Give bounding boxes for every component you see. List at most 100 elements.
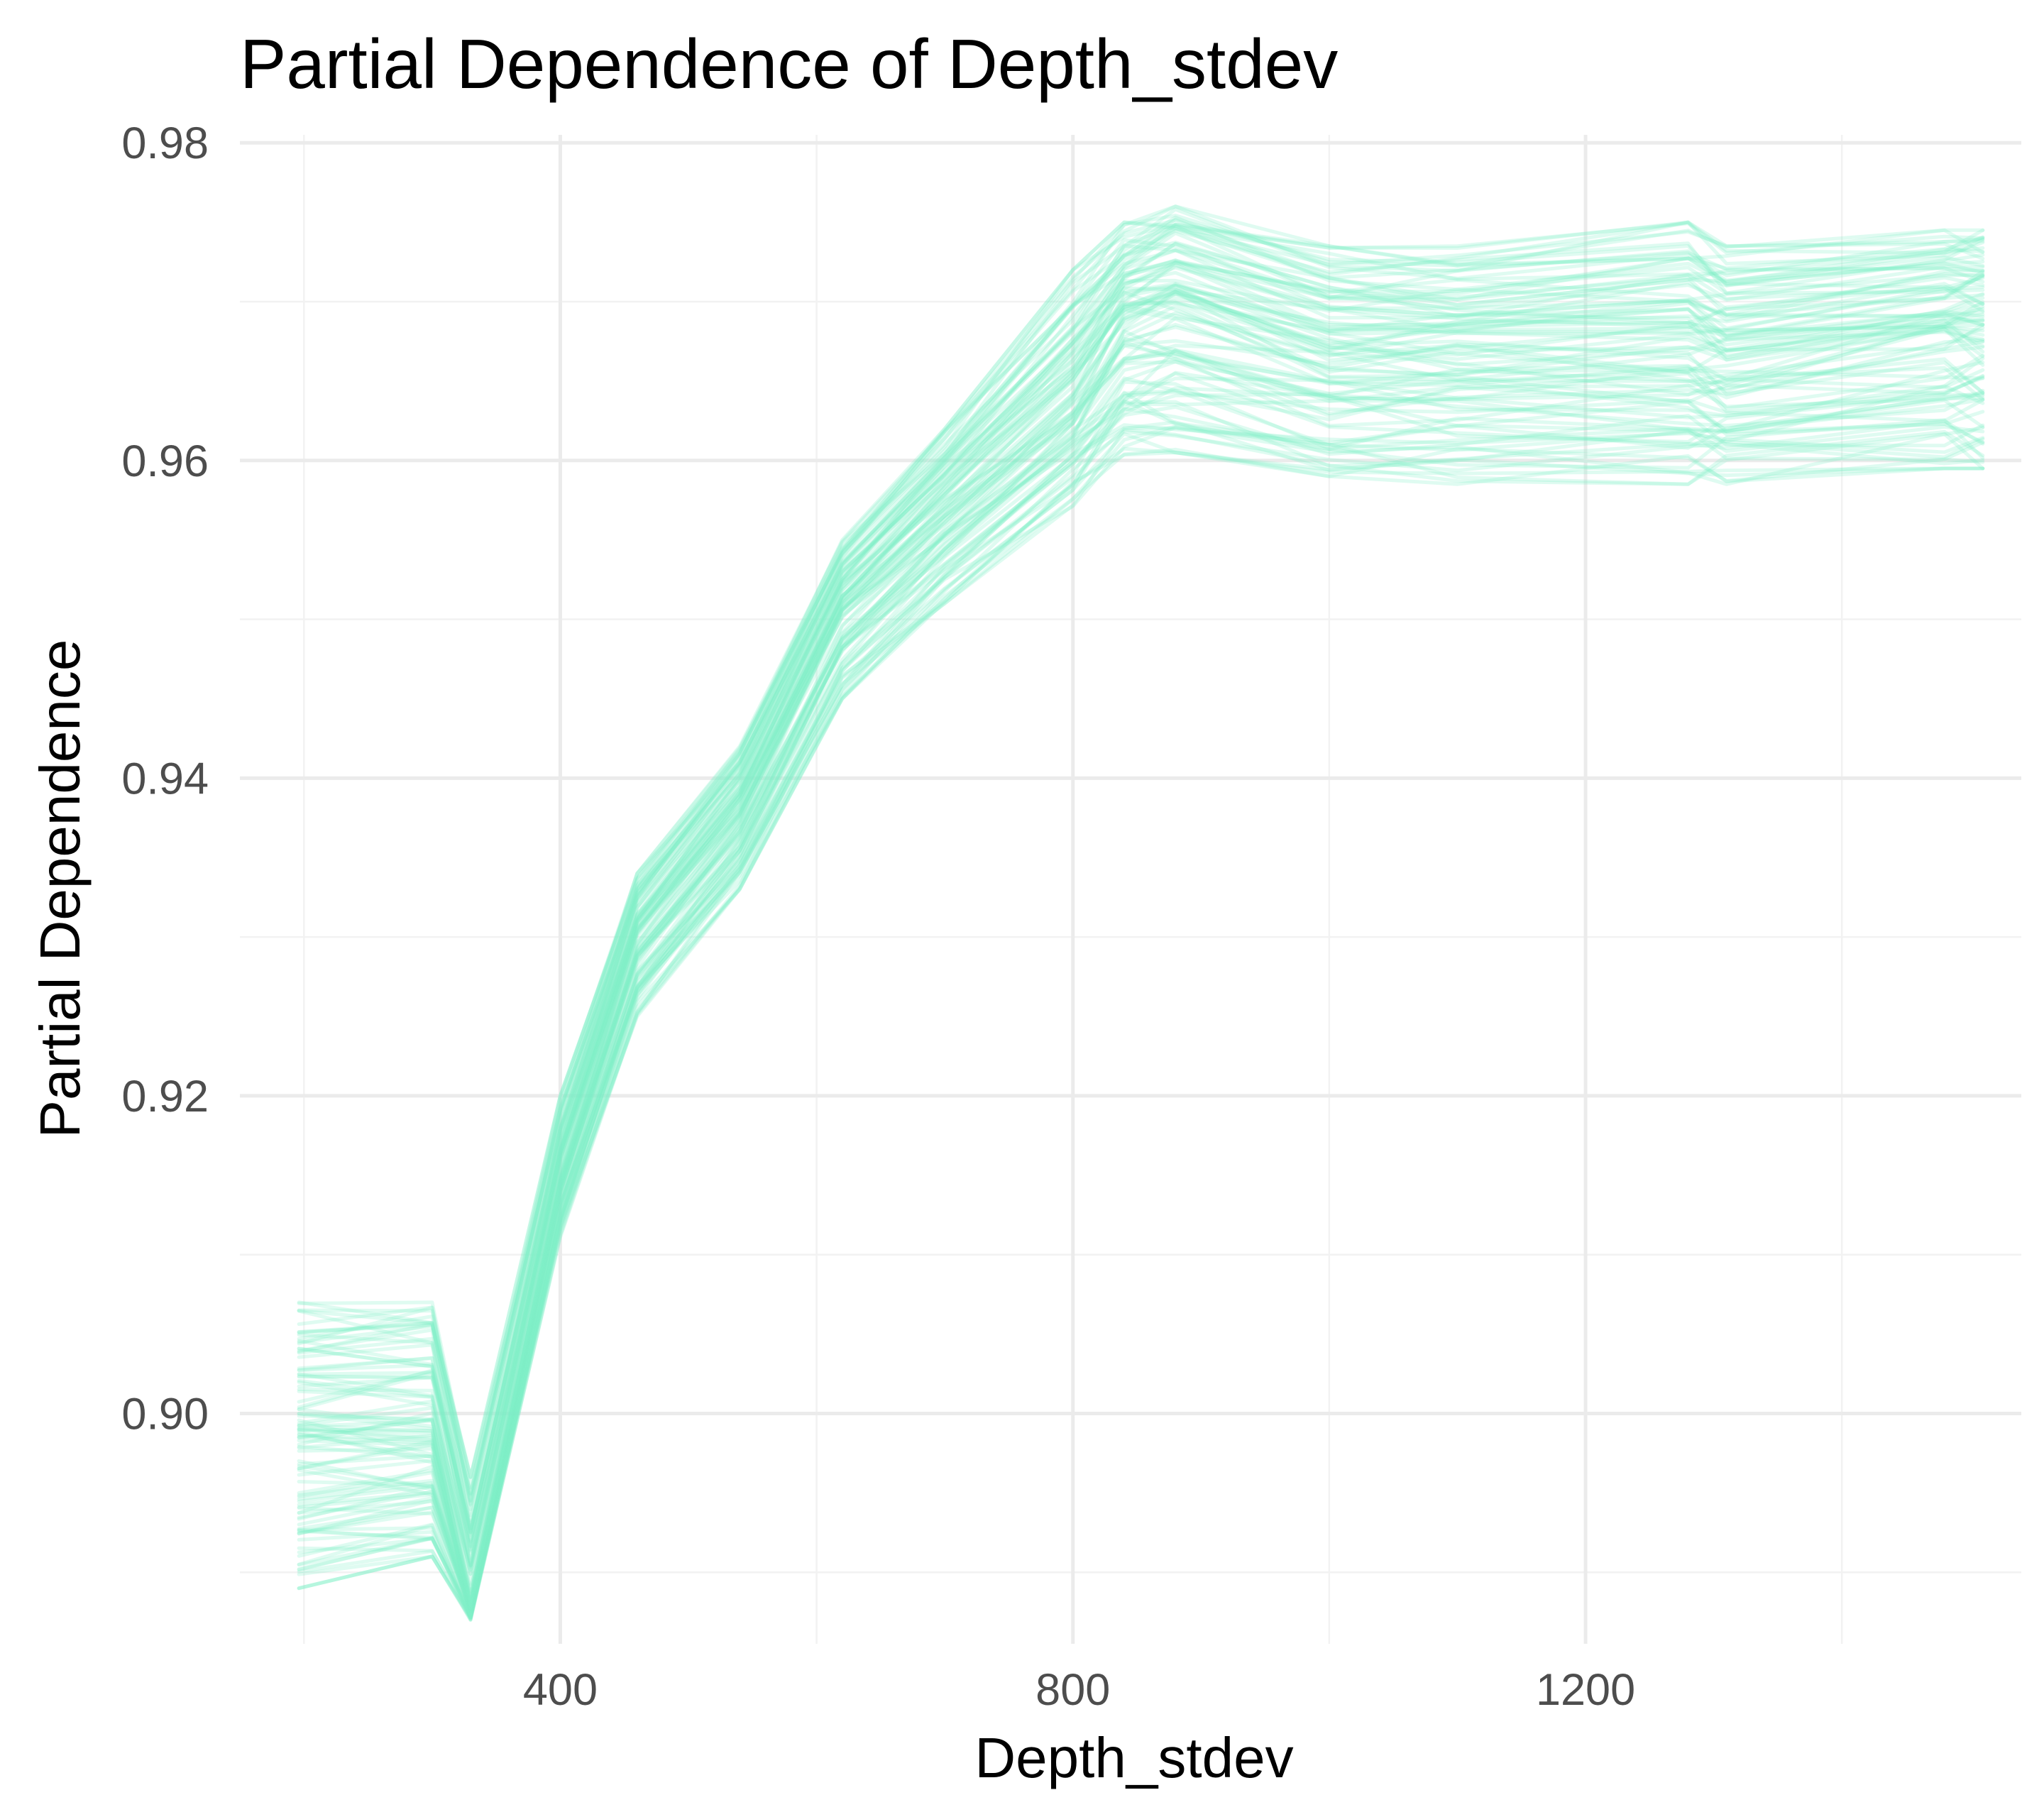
ice-series-line bbox=[297, 241, 1985, 1567]
ice-series-line bbox=[297, 360, 1985, 1613]
y-tick-label: 0.92 bbox=[121, 1072, 209, 1121]
ice-series-line bbox=[297, 290, 1985, 1609]
ice-series-line bbox=[297, 390, 1985, 1612]
ice-series-line bbox=[297, 226, 1985, 1497]
ice-series-line bbox=[297, 300, 1985, 1594]
ice-series-line bbox=[297, 258, 1985, 1535]
ice-series-line bbox=[297, 290, 1985, 1610]
ice-series-line bbox=[297, 288, 1985, 1552]
ice-series-line bbox=[297, 322, 1985, 1608]
ice-series-line bbox=[297, 248, 1985, 1567]
x-tick-label: 1200 bbox=[1536, 1665, 1635, 1715]
ice-series-line bbox=[297, 370, 1985, 1613]
ice-series-line bbox=[297, 407, 1985, 1620]
ice-series-line bbox=[297, 380, 1985, 1619]
y-tick-label: 0.96 bbox=[121, 437, 209, 486]
ice-series-line bbox=[297, 285, 1985, 1621]
x-axis-ticks: 400 800 1200 bbox=[523, 1665, 1635, 1715]
ice-series-line bbox=[297, 400, 1985, 1621]
ice-series-line bbox=[297, 399, 1985, 1617]
ice-series-line bbox=[297, 344, 1985, 1609]
y-axis-title: Partial Dependence bbox=[28, 639, 92, 1138]
ice-series-line bbox=[297, 278, 1985, 1549]
ice-series-line bbox=[297, 243, 1985, 1507]
ice-series-line bbox=[297, 360, 1985, 1612]
grid-layer bbox=[240, 135, 2021, 1644]
ice-series-line bbox=[297, 349, 1985, 1611]
y-tick-label: 0.94 bbox=[121, 754, 209, 803]
ice-series-line bbox=[297, 425, 1985, 1619]
ice-series-line bbox=[297, 220, 1985, 1479]
ice-series-line bbox=[297, 207, 1985, 1517]
ice-series-line bbox=[297, 231, 1985, 1554]
ice-series-line bbox=[297, 340, 1985, 1613]
ice-series-line bbox=[297, 292, 1985, 1604]
ice-series-line bbox=[297, 241, 1985, 1542]
ice-series-line bbox=[297, 264, 1985, 1552]
ice-series-line bbox=[297, 308, 1985, 1611]
ice-series-line bbox=[297, 248, 1985, 1535]
ice-series-line bbox=[297, 292, 1985, 1568]
ice-series-line bbox=[297, 420, 1985, 1620]
ice-series-line bbox=[297, 204, 1985, 1490]
ice-series-line bbox=[297, 214, 1985, 1511]
ice-series-line bbox=[297, 260, 1985, 1532]
ice-series-line bbox=[297, 329, 1985, 1613]
ice-series-line bbox=[297, 218, 1985, 1503]
ice-series-line bbox=[297, 316, 1985, 1605]
ice-series-line bbox=[297, 397, 1985, 1612]
ice-series-line bbox=[297, 376, 1985, 1613]
ice-series-line bbox=[297, 427, 1985, 1622]
ice-series-line bbox=[297, 301, 1985, 1571]
ice-series-line bbox=[297, 238, 1985, 1534]
ice-series-line bbox=[297, 204, 1985, 1506]
ice-series-line bbox=[297, 348, 1985, 1610]
ice-series-line bbox=[297, 390, 1985, 1617]
ice-series-line bbox=[297, 220, 1985, 1495]
ice-series-line bbox=[297, 423, 1985, 1616]
ice-series-line bbox=[297, 265, 1985, 1569]
ice-series-line bbox=[297, 352, 1985, 1609]
ice-series-line bbox=[297, 215, 1985, 1535]
ice-series-line bbox=[297, 282, 1985, 1572]
ice-series-line bbox=[297, 292, 1985, 1608]
ice-series-line bbox=[297, 222, 1985, 1530]
ice-series-line bbox=[297, 229, 1985, 1503]
ice-series-line bbox=[297, 263, 1985, 1593]
ice-series-line bbox=[297, 289, 1985, 1606]
ice-series-line bbox=[297, 258, 1985, 1576]
ice-series-line bbox=[297, 424, 1985, 1620]
y-tick-label: 0.90 bbox=[121, 1390, 209, 1439]
ice-series-line bbox=[297, 226, 1985, 1531]
ice-series-line bbox=[297, 446, 1985, 1620]
ice-series-line bbox=[297, 282, 1985, 1605]
ice-series-line bbox=[297, 260, 1985, 1556]
ice-series-line bbox=[297, 432, 1985, 1621]
ice-series-line bbox=[297, 217, 1985, 1495]
ice-lines-layer bbox=[297, 204, 1985, 1622]
x-tick-label: 400 bbox=[523, 1665, 598, 1715]
ice-series-line bbox=[297, 344, 1985, 1607]
ice-series-line bbox=[297, 283, 1985, 1576]
ice-series-line bbox=[297, 451, 1985, 1620]
x-axis-title: Depth_stdev bbox=[974, 1726, 1293, 1789]
ice-series-line bbox=[297, 290, 1985, 1586]
chart-title: Partial Dependence of Depth_stdev bbox=[240, 25, 1338, 103]
ice-series-line bbox=[297, 304, 1985, 1611]
ice-series-line bbox=[297, 287, 1985, 1601]
ice-series-line bbox=[297, 389, 1985, 1617]
ice-series-line bbox=[297, 283, 1985, 1565]
ice-series-line bbox=[297, 325, 1985, 1610]
ice-series-line bbox=[297, 259, 1985, 1522]
ice-series-line bbox=[297, 429, 1985, 1619]
ice-series-line bbox=[297, 386, 1985, 1613]
x-tick-label: 800 bbox=[1035, 1665, 1110, 1715]
ice-series-line bbox=[297, 338, 1985, 1608]
ice-series-line bbox=[297, 447, 1985, 1622]
ice-series-line bbox=[297, 260, 1985, 1544]
ice-series-line bbox=[297, 426, 1985, 1617]
ice-series-line bbox=[297, 222, 1985, 1480]
ice-series-line bbox=[297, 220, 1985, 1479]
